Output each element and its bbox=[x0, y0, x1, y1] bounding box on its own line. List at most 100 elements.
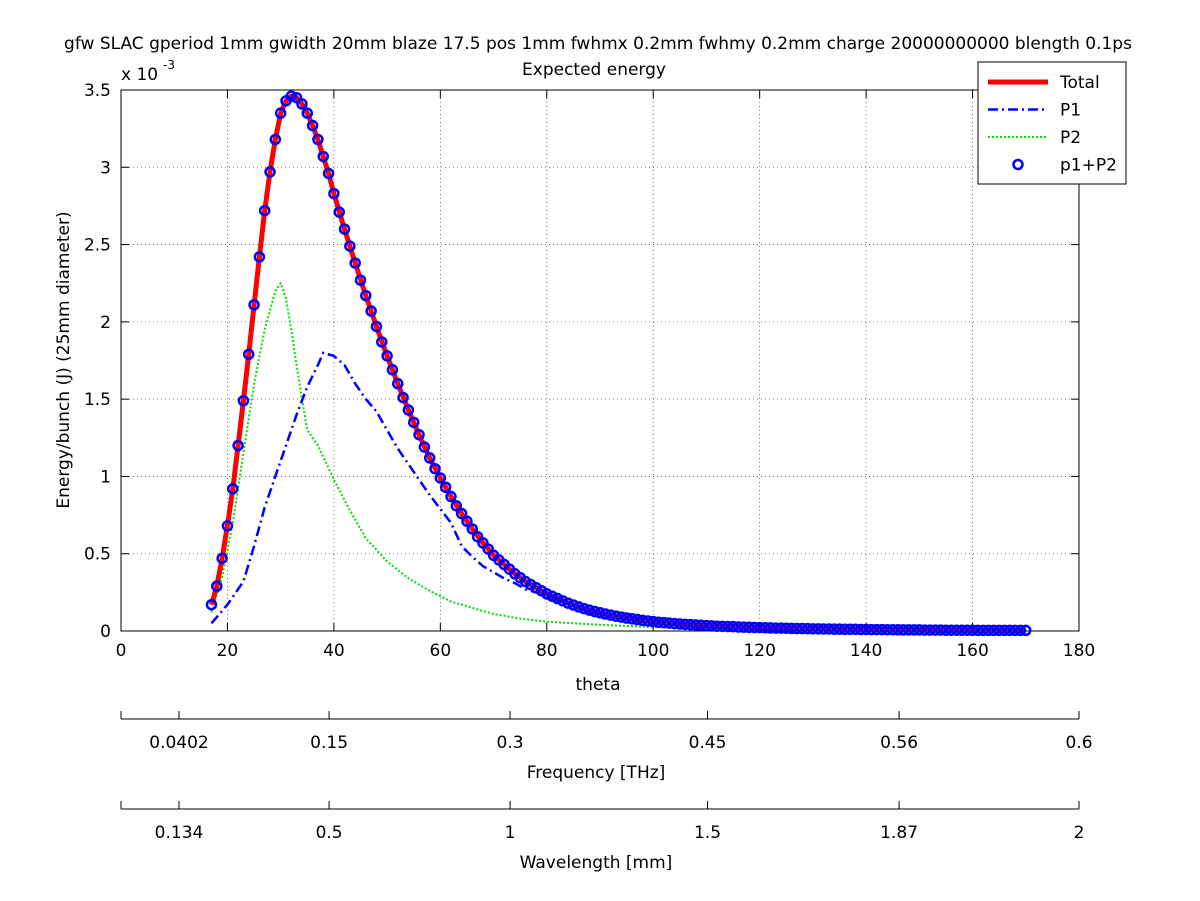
data-point-p1p2 bbox=[716, 620, 729, 633]
data-point-p1p2 bbox=[913, 624, 926, 636]
data-point-p1p2 bbox=[674, 618, 686, 630]
data-point-p1p2 bbox=[429, 462, 441, 475]
data-point-p1p2 bbox=[594, 607, 606, 619]
secondary-axis-tick-label: 1 bbox=[505, 823, 516, 843]
x-tick-label: 40 bbox=[323, 641, 345, 661]
data-point-p1p2 bbox=[897, 624, 910, 636]
legend-label: P1 bbox=[1060, 101, 1081, 121]
legend-swatch-marker bbox=[1012, 158, 1024, 171]
data-point-p1p2 bbox=[274, 107, 287, 119]
data-point-p1p2 bbox=[264, 166, 276, 178]
y-tick-label: 2 bbox=[100, 313, 111, 333]
data-point-p1p2 bbox=[998, 624, 1011, 637]
series-line-p2 bbox=[210, 282, 1026, 632]
data-point-p1p2 bbox=[871, 623, 883, 636]
data-point-p1p2 bbox=[940, 624, 952, 636]
data-point-p1p2 bbox=[599, 608, 612, 620]
secondary-axis-tick-label: 0.45 bbox=[689, 733, 727, 753]
y-exponent-label: x 10 -3 bbox=[121, 58, 175, 85]
y-axis-label: Energy/bunch (J) (25mm diameter) bbox=[54, 211, 74, 508]
data-point-p1p2 bbox=[546, 590, 558, 602]
data-point-p1p2 bbox=[886, 624, 899, 636]
secondary-axis-tick-label: 0.134 bbox=[155, 823, 204, 843]
data-point-p1p2 bbox=[434, 472, 447, 484]
x-tick-label: 160 bbox=[956, 641, 988, 661]
data-point-p1p2 bbox=[828, 623, 840, 635]
data-point-p1p2 bbox=[317, 150, 329, 163]
data-point-p1p2 bbox=[626, 613, 638, 625]
data-point-p1p2 bbox=[344, 240, 356, 252]
secondary-axis-tick-label: 0.0402 bbox=[149, 733, 208, 753]
secondary-axis-tick-label: 0.56 bbox=[880, 733, 918, 753]
plot-frame bbox=[120, 89, 1080, 632]
data-point-p1p2 bbox=[652, 616, 665, 628]
data-point-p1p2 bbox=[690, 619, 702, 631]
data-point-p1p2 bbox=[360, 289, 372, 302]
data-point-p1p2 bbox=[769, 622, 782, 634]
data-point-p1p2 bbox=[296, 98, 308, 110]
data-point-p1p2 bbox=[993, 624, 1005, 637]
data-point-p1p2 bbox=[636, 614, 649, 627]
legend: Total P1 P2 p1+P2 bbox=[977, 61, 1127, 185]
y-tick-label: 3 bbox=[100, 158, 111, 178]
data-point-p1p2 bbox=[706, 620, 718, 632]
secondary-axis-tick-label: 0.15 bbox=[310, 733, 348, 753]
data-point-p1p2 bbox=[679, 618, 691, 631]
y-tick-label: 0 bbox=[100, 622, 111, 642]
data-point-p1p2 bbox=[610, 610, 622, 622]
data-point-p1p2 bbox=[1020, 624, 1032, 637]
y-exponent-base: x 10 bbox=[121, 65, 158, 85]
data-point-p1p2 bbox=[855, 623, 867, 636]
secondary-axis-tick-label: 1.87 bbox=[880, 823, 918, 843]
data-point-p1p2 bbox=[711, 620, 723, 632]
data-point-p1p2 bbox=[466, 523, 479, 535]
data-point-p1p2 bbox=[248, 299, 260, 311]
secondary-axis-tick-label: 0.6 bbox=[1065, 733, 1092, 753]
data-point-p1p2 bbox=[450, 500, 463, 512]
data-point-p1p2 bbox=[397, 391, 409, 404]
y-tick-label: 1.5 bbox=[84, 390, 111, 410]
data-point-p1p2 bbox=[684, 618, 697, 631]
data-point-p1p2 bbox=[376, 336, 388, 348]
data-point-p1p2 bbox=[413, 428, 425, 441]
data-point-p1p2 bbox=[583, 604, 596, 616]
y-axis-ticks: 0 0.5 1 1.5 2 2.5 3 3.5 bbox=[84, 81, 1079, 642]
data-point-p1p2 bbox=[924, 624, 936, 636]
data-point-p1p2 bbox=[578, 602, 590, 615]
data-point-p1p2 bbox=[216, 552, 228, 565]
x-tick-label: 100 bbox=[637, 641, 669, 661]
data-point-p1p2 bbox=[338, 223, 351, 235]
data-point-p1p2 bbox=[791, 622, 803, 635]
data-point-p1p2 bbox=[945, 624, 958, 636]
data-point-p1p2 bbox=[572, 601, 585, 613]
data-point-p1p2 bbox=[982, 624, 995, 637]
data-point-p1p2 bbox=[759, 622, 771, 634]
y-tick-label: 3.5 bbox=[84, 81, 111, 101]
data-point-p1p2 bbox=[242, 348, 255, 361]
secondary-axis-label: Wavelength [mm] bbox=[520, 853, 673, 873]
data-point-p1p2 bbox=[370, 320, 383, 333]
data-point-p1p2 bbox=[823, 623, 835, 635]
data-point-p1p2 bbox=[423, 452, 436, 464]
secondary-axis-tick-label: 0.3 bbox=[497, 733, 524, 753]
x-axis-ticks: 0 20 40 60 80 100 120 140 160 180 bbox=[116, 90, 1095, 661]
data-point-p1p2 bbox=[306, 119, 319, 132]
data-point-p1p2 bbox=[551, 592, 564, 605]
data-point-p1p2 bbox=[381, 350, 393, 362]
data-point-p1p2 bbox=[918, 624, 931, 636]
chart-subtitle: Expected energy bbox=[522, 60, 666, 80]
data-point-p1p2 bbox=[237, 394, 250, 407]
data-point-p1p2 bbox=[743, 621, 755, 634]
data-point-p1p2 bbox=[695, 619, 707, 632]
data-point-p1p2 bbox=[407, 416, 420, 429]
legend-label: Total bbox=[1059, 73, 1100, 93]
data-point-p1p2 bbox=[631, 613, 644, 626]
x-tick-label: 180 bbox=[1063, 641, 1095, 661]
data-point-p1p2 bbox=[956, 624, 968, 636]
data-point-p1p2 bbox=[950, 624, 963, 636]
data-point-p1p2 bbox=[211, 580, 223, 592]
y-tick-label: 2.5 bbox=[84, 236, 111, 256]
data-point-p1p2 bbox=[865, 623, 878, 636]
data-point-p1p2 bbox=[269, 133, 282, 146]
